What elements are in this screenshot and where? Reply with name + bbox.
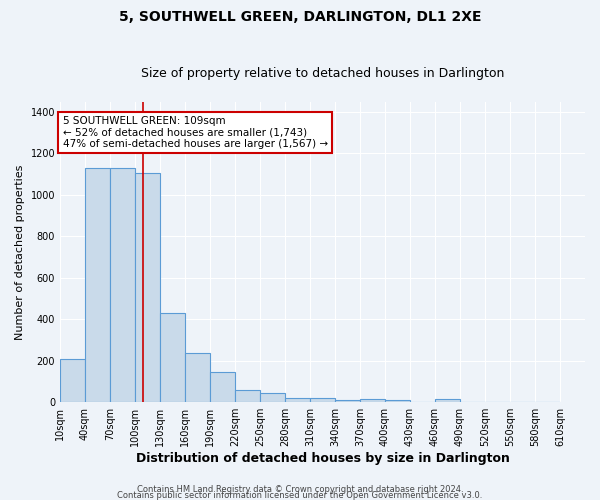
Text: Contains public sector information licensed under the Open Government Licence v3: Contains public sector information licen… (118, 490, 482, 500)
Bar (185, 354, 210, 402)
X-axis label: Distribution of detached houses by size in Darlington: Distribution of detached houses by size … (136, 452, 509, 465)
Bar (435, 399, 460, 402)
Bar (335, 400, 360, 402)
Bar (85, 168, 110, 402)
Bar (310, 398, 335, 402)
Bar (235, 390, 260, 402)
Bar (160, 313, 185, 402)
Bar (110, 168, 135, 402)
Text: 5, SOUTHWELL GREEN, DARLINGTON, DL1 2XE: 5, SOUTHWELL GREEN, DARLINGTON, DL1 2XE (119, 10, 481, 24)
Text: Contains HM Land Registry data © Crown copyright and database right 2024.: Contains HM Land Registry data © Crown c… (137, 485, 463, 494)
Bar (360, 399, 385, 402)
Bar (210, 372, 235, 402)
Bar (260, 393, 285, 402)
Bar (60, 358, 85, 402)
Title: Size of property relative to detached houses in Darlington: Size of property relative to detached ho… (141, 66, 504, 80)
Text: 5 SOUTHWELL GREEN: 109sqm
← 52% of detached houses are smaller (1,743)
47% of se: 5 SOUTHWELL GREEN: 109sqm ← 52% of detac… (62, 116, 328, 149)
Y-axis label: Number of detached properties: Number of detached properties (15, 164, 25, 340)
Bar (135, 173, 160, 402)
Bar (285, 398, 310, 402)
Bar (385, 400, 410, 402)
